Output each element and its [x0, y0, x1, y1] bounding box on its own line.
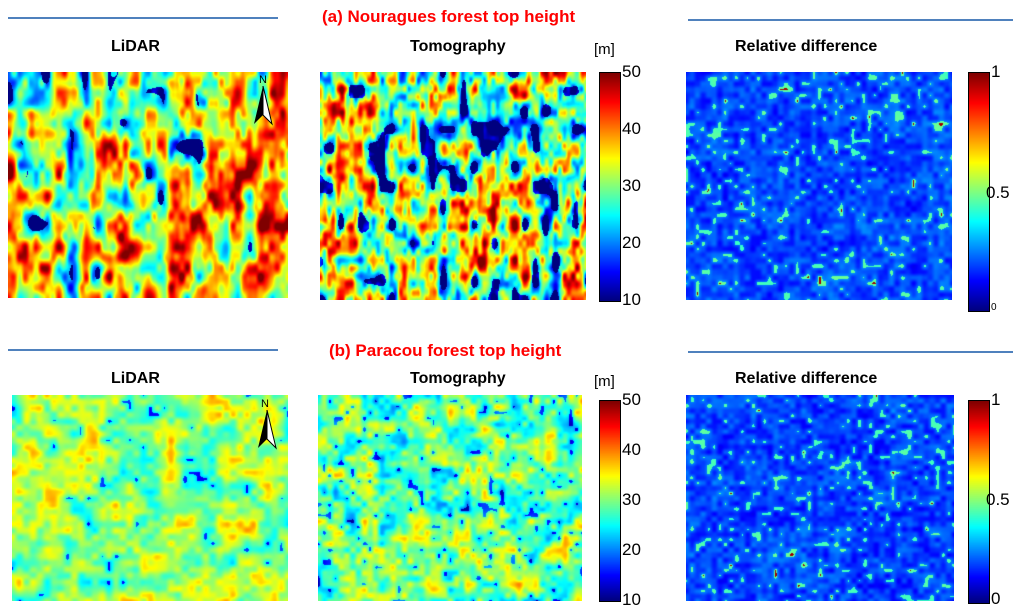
section-a-rel-colorbar	[968, 72, 990, 312]
section-b-lidar-map	[12, 395, 288, 601]
section-a-lidar-map	[8, 72, 288, 298]
section-a-height-tick: 30	[622, 176, 641, 195]
section-b-rel-colorbar	[968, 400, 990, 604]
section-b-rule-right	[688, 351, 1013, 353]
section-a-rel-tick: 1	[991, 62, 1001, 81]
section-a-rule-right	[688, 19, 1013, 21]
section-b-tomo-map	[318, 395, 582, 601]
section-a-height-tick: 10	[622, 290, 641, 309]
section-b-rel-map	[686, 395, 954, 601]
section-a-height-colorbar	[599, 72, 621, 302]
section-b-height-tick: 40	[622, 440, 641, 459]
section-b-tomo-title: Tomography	[410, 370, 506, 387]
section-b-rel-title: Relative difference	[735, 370, 878, 387]
section-a-north-letter: N	[259, 74, 267, 86]
section-a-height-tick: 50	[622, 62, 641, 81]
section-a-height-tick: 40	[622, 119, 641, 138]
north-arrow-icon	[258, 410, 277, 450]
section-a-rel-title: Relative difference	[735, 38, 878, 55]
section-a-rel-map	[686, 72, 952, 300]
section-b-title: (b) Paracou forest top height	[329, 341, 562, 360]
section-a-rel-tick: 0.5	[986, 183, 1010, 202]
section-a-rel-tick: 0	[991, 302, 997, 313]
section-a-height-tick: 20	[622, 233, 641, 252]
section-b-unit: [m]	[594, 373, 615, 390]
section-a-lidar-title: LiDAR	[111, 38, 160, 55]
section-a-rule-left	[8, 17, 278, 19]
section-b-height-tick: 30	[622, 490, 641, 509]
section-b-lidar-title: LiDAR	[111, 370, 160, 387]
section-b-rel-tick: 0	[991, 589, 1001, 608]
section-a-unit: [m]	[594, 41, 615, 58]
section-b-rel-tick: 0.5	[986, 490, 1010, 509]
section-b-height-colorbar	[599, 400, 621, 602]
section-a-title: (a) Nouragues forest top height	[322, 7, 576, 26]
north-arrow-icon	[254, 86, 273, 126]
section-b-north-letter: N	[261, 398, 269, 410]
section-b-rule-left	[8, 349, 278, 351]
section-b-height-tick: 20	[622, 540, 641, 559]
section-b-height-tick: 10	[622, 590, 641, 609]
section-a-tomo-title: Tomography	[410, 38, 506, 55]
section-b-rel-tick: 1	[991, 390, 1001, 409]
section-b-height-tick: 50	[622, 390, 641, 409]
section-a-tomo-map	[320, 72, 586, 300]
